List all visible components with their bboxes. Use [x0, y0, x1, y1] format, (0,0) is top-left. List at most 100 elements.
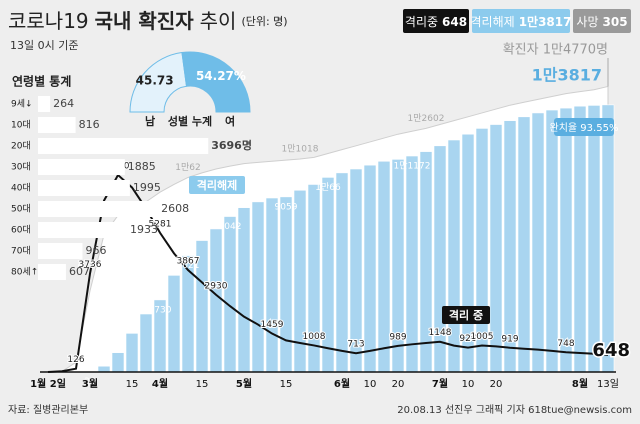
badge-label: 격리해제	[471, 15, 515, 29]
value-label: 1만1018	[282, 143, 319, 154]
bar	[265, 197, 279, 373]
y-tick-label: 9세↓	[11, 99, 33, 110]
bar	[237, 207, 251, 373]
legend-box	[442, 306, 490, 324]
legend-label: 격리해제	[197, 178, 237, 192]
bar	[38, 96, 51, 112]
value-label: 1933	[130, 223, 158, 236]
value-label: 3736	[79, 260, 102, 270]
bar	[587, 105, 601, 373]
bar	[517, 116, 531, 373]
value-label: 3867	[177, 257, 200, 267]
bar	[38, 138, 209, 154]
badge-text: 사망 305	[576, 15, 627, 29]
bar	[111, 352, 125, 373]
category-label: 남	[145, 115, 155, 128]
x-tick-label: 15	[280, 379, 293, 390]
value-label: 1005	[471, 332, 494, 342]
value-label: 748	[557, 339, 574, 349]
y-tick-label: 40대	[11, 183, 31, 194]
bar	[38, 117, 76, 133]
x-tick-label: 3월	[82, 378, 98, 390]
x-tick-label: 10	[462, 379, 475, 390]
badge	[403, 9, 469, 33]
bar	[601, 104, 615, 373]
x-tick-label: 6월	[334, 378, 350, 390]
x-tick-label: 15	[196, 379, 209, 390]
bar	[573, 105, 587, 373]
value-label: 1만1172	[394, 161, 431, 172]
value-label: 1만66	[315, 182, 341, 193]
x-tick-label: 10	[364, 379, 377, 390]
value-label: 1만3817	[532, 66, 602, 85]
y-tick-label: 10대	[11, 120, 31, 131]
gender-chart: 45.73 남 54.27% 여 성별 누계	[129, 51, 251, 128]
bar	[335, 172, 349, 373]
source: 자료: 질병관리본부	[8, 404, 88, 416]
badge-value: 648	[442, 15, 467, 29]
x-tick-label: 13일	[597, 378, 619, 390]
value-label: 966	[85, 244, 106, 257]
badge-label: 사망	[576, 15, 598, 29]
slice	[181, 51, 251, 113]
value-label: 264	[53, 97, 74, 110]
x-tick-label: 7월	[432, 378, 448, 390]
x-tick-label: 20	[392, 379, 405, 390]
value-label: 126	[67, 355, 84, 365]
value-label: 1995	[133, 181, 161, 194]
value-label: 54.27%	[196, 69, 246, 83]
y-tick-label: 80세↑	[11, 267, 38, 278]
value-label: 1885	[128, 160, 156, 173]
value-label: 816	[79, 118, 100, 131]
value-label: 1148	[429, 328, 452, 338]
chart-title: 연령별 통계	[12, 74, 71, 89]
value-label: 2608	[161, 202, 189, 215]
value-label: 926	[459, 334, 476, 344]
value-label: 989	[389, 332, 406, 342]
bar	[363, 164, 377, 373]
unit: (단위: 명)	[241, 15, 287, 28]
value-label: 648	[592, 340, 630, 361]
x-tick-label: 5월	[236, 378, 252, 390]
bar	[38, 264, 66, 280]
value-label: 확진자 1만4770명	[503, 43, 608, 58]
y-tick-label: 60대	[11, 225, 31, 236]
bar	[97, 365, 111, 373]
category-label: 여	[225, 114, 235, 128]
annotation-box	[554, 118, 614, 136]
badge	[472, 9, 570, 33]
value-label: 1만62	[175, 162, 200, 173]
x-tick-label: 1월 2일	[30, 377, 66, 390]
badge-text: 격리해제 1만3817	[471, 14, 572, 29]
title-part: 국내 확진자	[95, 9, 195, 33]
value-label: 9059	[275, 202, 298, 212]
bar	[38, 201, 159, 217]
value-label: 1008	[303, 332, 326, 342]
credit: 20.08.13 선진우 그래픽 기자 618tue@newsis.com	[397, 404, 632, 416]
age-chart: 연령별 통계 9세↓ 264 10대 816 20대 3696명 30대 1885 40대 1995…	[11, 74, 252, 280]
basis: 13일 0시 기준	[10, 38, 78, 52]
legend-label: 격리 중	[449, 308, 483, 322]
bar	[167, 275, 181, 373]
bar	[531, 112, 545, 373]
value-label: 2930	[205, 281, 228, 291]
y-tick-label: 20대	[11, 141, 31, 152]
title-part: 추이	[200, 9, 237, 33]
slice	[129, 51, 188, 113]
value-label: 1만2602	[408, 113, 445, 124]
value-label: 5281	[149, 219, 172, 229]
title: 코로나19 국내 확진자 추이 (단위: 명)	[8, 9, 288, 33]
value-label: 3696명	[211, 138, 252, 152]
bar	[545, 109, 559, 373]
bar	[38, 159, 125, 175]
value-label: 607	[69, 265, 90, 278]
y-tick-label: 30대	[11, 162, 31, 173]
badge-value: 1만3817	[519, 14, 572, 29]
badge-text: 격리중 648	[405, 15, 467, 29]
chart-title: 성별 누계	[168, 114, 212, 128]
value-label: 24	[84, 377, 96, 387]
value-label: 8042	[219, 222, 242, 232]
y-tick-label: 50대	[11, 204, 31, 215]
bar	[377, 160, 391, 373]
